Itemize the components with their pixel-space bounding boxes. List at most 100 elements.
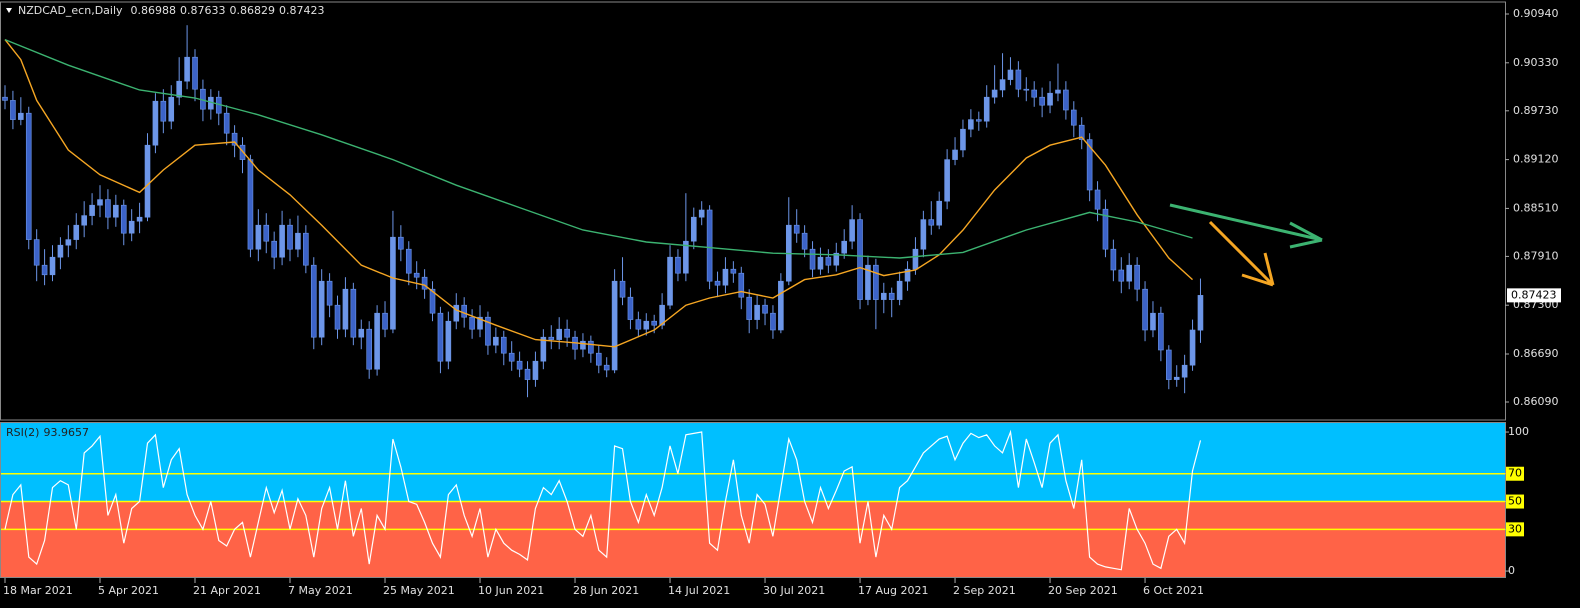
candle-body [374,312,380,370]
x-tick-label: 10 Jun 2021 [478,584,544,597]
candle-body [485,316,491,346]
candle-body [643,320,650,330]
candle-body [960,128,966,151]
candle-body [73,224,80,240]
candle-body [144,144,151,218]
candle-body [303,232,309,266]
symbol: NZDCAD_ecn,Daily [18,4,123,17]
candle-body [176,80,182,98]
candle-body [421,276,428,290]
candle-body [1173,376,1180,380]
candle-body [532,360,539,380]
candle-body [358,328,365,338]
candle-body [888,292,895,300]
candle-body [762,304,768,314]
candle-body [1126,264,1133,282]
candle-body [1110,248,1117,271]
candle-body [896,280,903,300]
candle-body [524,368,531,380]
candle-body [1142,288,1148,331]
candle-body [603,364,610,371]
y-tick-label: 50 [1508,495,1522,508]
candle-body [1031,89,1038,98]
x-tick-label: 18 Mar 2021 [3,584,73,597]
candle-body [382,312,388,330]
candle-body [1102,208,1109,250]
y-tick-label: 30 [1508,522,1522,535]
candle-body [445,320,452,362]
candle-body [255,224,262,250]
candle-body [1070,109,1077,126]
candle-body [595,352,602,366]
candle-body [41,264,48,276]
y-tick-label: 0.88510 [1513,201,1559,214]
candle-body [611,280,618,371]
x-tick-label: 14 Jul 2021 [668,584,730,597]
candle-body [1134,264,1140,290]
candle-body [730,268,737,274]
candle-body [1055,89,1061,94]
candle-body [857,219,863,300]
candle-body [754,304,760,320]
low-value: 0.86829 [230,4,276,17]
y-tick-label: 0.89730 [1513,104,1559,117]
x-tick-label: 2 Sep 2021 [953,584,1016,597]
candle-body [698,209,705,218]
y-tick-label: 0.90940 [1513,7,1559,20]
candle-body [880,292,887,300]
candle-body [49,256,56,276]
candle-body [508,352,515,362]
candle-body [635,319,642,330]
header: NZDCAD_ecn,Daily 0.86988 0.87633 0.86829 0.8… [6,4,325,17]
candle-body [968,119,974,130]
candle-body [223,112,230,134]
level-label-box [1506,466,1524,481]
candle-body [1094,189,1101,210]
candle-body [437,312,444,362]
y-tick-label: 0.90330 [1513,56,1559,69]
x-tick-label: 30 Jul 2021 [763,584,825,597]
candle-body [366,328,372,370]
green-arrow [1169,203,1323,249]
rsi-line [4,429,1202,571]
candle-body [738,272,745,298]
candle-body [746,296,752,320]
candle-body [398,236,404,250]
candle-body [128,220,135,234]
candle-body [350,288,357,338]
candle-body [817,256,824,270]
x-tick-label: 17 Aug 2021 [858,584,928,597]
menu-triangle [6,8,12,13]
candle-body [160,100,167,122]
open-value: 0.86988 [131,4,177,17]
candle-body [873,264,879,300]
candle-body [912,248,919,270]
candle-body [1150,312,1156,331]
panel-border [0,1,1506,421]
candle-body [1189,329,1196,366]
candle-body [271,240,277,258]
candle-body [683,240,689,274]
chart-title: NZDCAD_ecn,Daily 0.86988 0.87633 0.86829 0.8… [18,4,325,17]
candle-body [865,264,871,300]
y-tick-label: 100 [1508,425,1529,438]
candle-body [231,132,238,146]
x-tick-label: 5 Apr 2021 [98,584,159,597]
candle-body [841,240,848,254]
candle-body [113,204,119,218]
candle-body [81,215,87,226]
y-tick-label: 0.87910 [1513,249,1559,262]
candle-body [556,328,562,340]
candle-body [983,96,990,122]
candle-body [944,159,950,202]
candle-body [722,268,729,286]
candle-body [809,248,816,270]
candle-body [326,280,333,306]
candle-body [1023,88,1030,91]
orange-arrow [1208,220,1275,287]
candle-body [247,159,254,250]
candle-body [1197,295,1204,331]
candle-body [952,149,958,160]
candle-body [1078,124,1085,140]
